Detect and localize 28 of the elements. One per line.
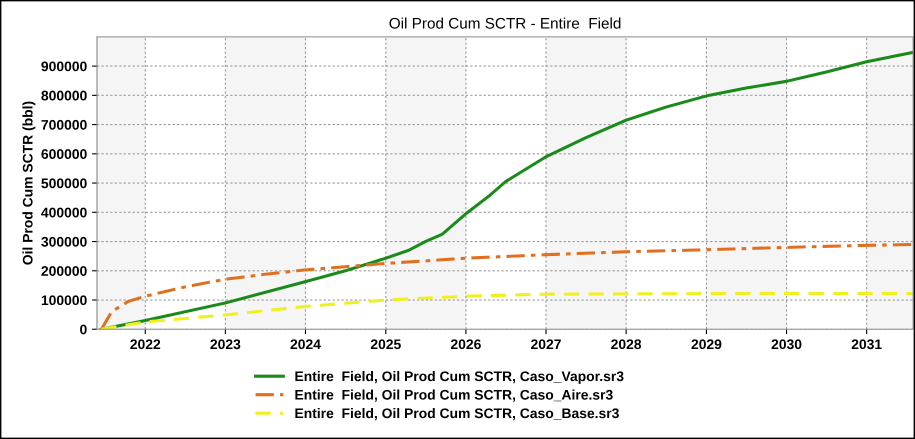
y-tick-label: 200000	[41, 266, 87, 276]
chart-title: Oil Prod Cum SCTR - Entire Field	[390, 17, 620, 29]
y-tick-label: 300000	[41, 236, 87, 247]
y-tick-label: 900000	[41, 61, 87, 72]
x-tick-label: 2024	[290, 339, 321, 350]
legend-label: Entire Field, Oil Prod Cum SCTR, Caso_Aire.sr3	[295, 389, 613, 402]
x-tick-label: 2026	[450, 339, 481, 350]
legend-label: Entire Field, Oil Prod Cum SCTR, Caso_Vapor.sr3	[295, 370, 624, 384]
y-tick-label: 600000	[41, 149, 87, 159]
legend-label: Entire Field, Oil Prod Cum SCTR, Caso_Base.sr3	[295, 408, 619, 420]
x-tick-label: 2030	[772, 339, 802, 350]
y-tick-label: 0	[80, 324, 87, 334]
line-series	[100, 292, 914, 330]
y-tick-label: 800000	[41, 90, 87, 101]
y-axis-title: Oil Prod Cum SCTR (bbl)	[22, 102, 36, 265]
x-tick-label: 2027	[531, 339, 561, 350]
x-tick-label: 2028	[611, 339, 642, 350]
y-tick-label: 500000	[41, 178, 87, 188]
x-tick-label: 2022	[130, 339, 160, 350]
x-tick-label: 2031	[852, 339, 882, 350]
x-tick-label: 2025	[370, 339, 401, 350]
y-tick-label: 400000	[41, 208, 87, 218]
line-series	[100, 50, 914, 330]
y-tick-label: 700000	[42, 120, 87, 130]
x-tick-label: 2029	[691, 339, 722, 350]
line-series	[100, 242, 914, 330]
x-tick-label: 2023	[210, 339, 240, 350]
y-tick-label: 100000	[42, 295, 87, 306]
